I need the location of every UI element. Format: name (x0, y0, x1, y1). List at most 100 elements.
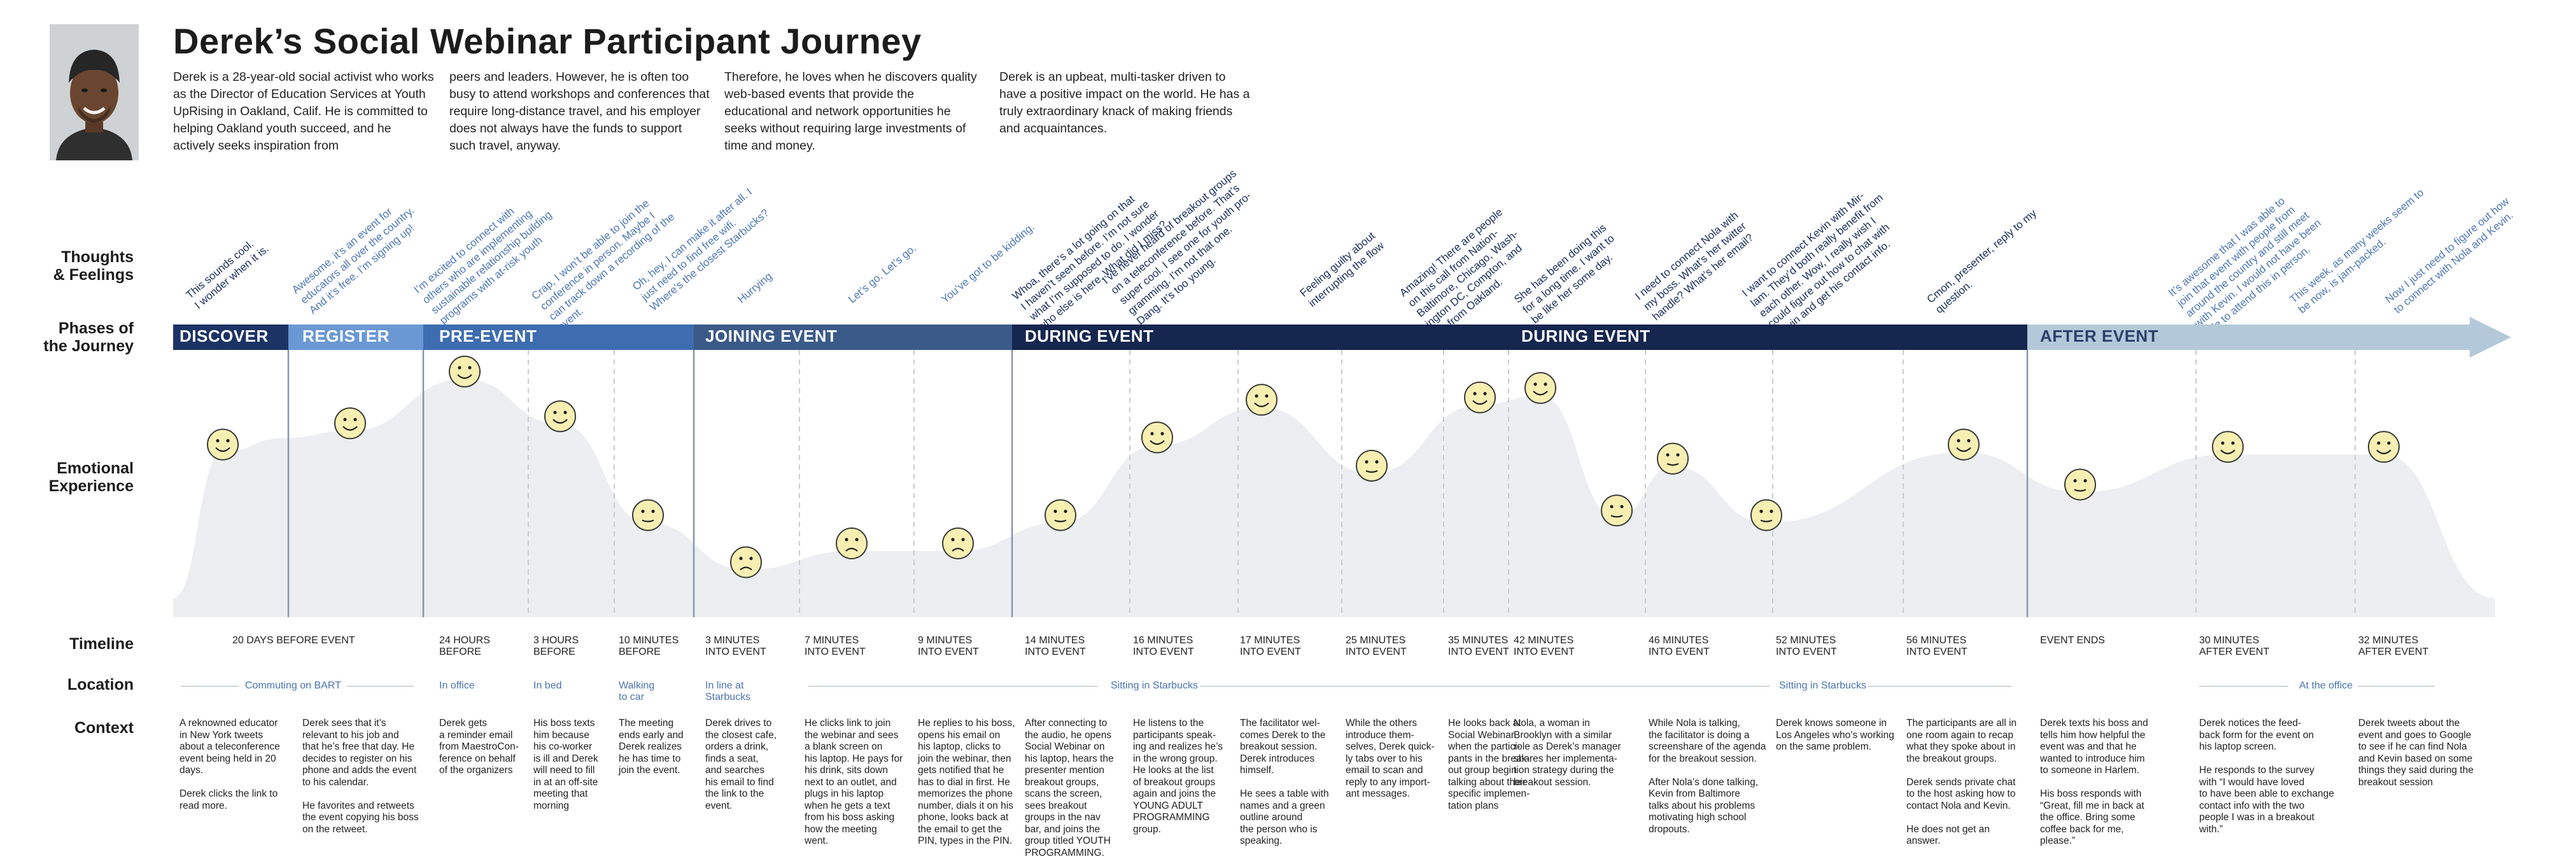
context-item: He replies to his boss, opens his email … (918, 718, 1015, 846)
intro-paragraph-3: Therefore, he loves when he discovers qu… (724, 70, 977, 153)
face-mouth (457, 374, 472, 379)
face-eye (1150, 431, 1154, 436)
timeline-item: 20 DAYS BEFORE EVENT (232, 635, 355, 646)
location-divider (2199, 686, 2288, 687)
emotion-face-icon (730, 546, 762, 578)
face-eye (1620, 505, 1624, 508)
timeline-item: 3 HOURS BEFORE (533, 635, 579, 657)
timeline-item: 16 MINUTES INTO EVENT (1133, 635, 1194, 657)
phase-segment-register (288, 325, 423, 350)
timeline-item: 52 MINUTES INTO EVENT (1776, 635, 1837, 657)
emotion-face-icon (1657, 442, 1689, 475)
face-eye (1759, 510, 1763, 513)
emotion-face-icon (207, 428, 239, 461)
face-eye (1473, 392, 1477, 396)
emotion-face-icon (632, 499, 664, 531)
location-bed: In bed (533, 680, 562, 691)
face-outline (207, 428, 239, 461)
face-eye (1610, 505, 1614, 508)
face-eye (951, 538, 955, 541)
context-item: Nola, a woman in Brooklyn with a similar… (1514, 718, 1621, 788)
location-divider (181, 686, 239, 687)
face-mouth (1150, 440, 1165, 445)
timeline-item: 14 MINUTES INTO EVENT (1025, 635, 1086, 657)
face-mouth (845, 547, 858, 552)
face-outline (1948, 428, 1980, 461)
timeline-item: 9 MINUTES INTO EVENT (918, 635, 979, 657)
face-mouth (1533, 390, 1548, 396)
context-item: He listens to the participants speak- in… (1133, 718, 1223, 835)
timeline-item: 7 MINUTES INTO EVENT (805, 635, 866, 657)
face-eye (2221, 441, 2225, 445)
face-outline (1750, 499, 1782, 531)
face-outline (1045, 499, 1076, 531)
face-mouth (1760, 519, 1773, 522)
context-item: Derek tweets about the event and goes to… (2358, 718, 2474, 788)
face-eye (1676, 453, 1680, 457)
emotion-face-icon (942, 527, 974, 559)
row-label-location: Location (67, 676, 134, 694)
phase-segment-pre-event (423, 325, 694, 350)
face-mouth (952, 547, 964, 552)
context-item: Derek notices the feed- back form for th… (2199, 718, 2335, 835)
intro-paragraph-1: Derek is a 28-year-old social activist w… (173, 70, 434, 153)
emotion-face-icon (2212, 431, 2244, 463)
context-item: Derek drives to the closest cafe, orders… (705, 718, 777, 811)
location-divider (1868, 686, 2011, 687)
face-eye (1544, 382, 1547, 386)
location-divider (1515, 686, 1770, 687)
context-item: Derek texts his boss and tells him how h… (2040, 718, 2148, 846)
intro-paragraph-2: peers and leaders. However, he is often … (449, 70, 710, 153)
emotion-face-icon (836, 527, 868, 559)
timeline-item: 46 MINUTES INTO EVENT (1649, 635, 1710, 657)
phase-during-event-1: DURING EVENT (1025, 326, 1154, 346)
face-eye (2377, 441, 2381, 445)
face-eye (739, 557, 743, 561)
face-mouth (2220, 449, 2235, 454)
emotion-face-icon (1524, 372, 1556, 404)
face-eye (343, 417, 347, 421)
emotion-face-icon (1356, 449, 1388, 482)
face-eye (1967, 439, 1971, 443)
face-eye (226, 439, 230, 443)
row-label-emotional: Emotional Experience (48, 459, 134, 495)
face-eye (216, 439, 220, 443)
face-outline (1601, 494, 1633, 527)
face-eye (749, 557, 753, 561)
location-starbucks-1: Sitting in Starbucks (1111, 680, 1198, 691)
page-title: Derek’s Social Webinar Participant Journ… (173, 21, 922, 61)
emotion-faces (207, 355, 2400, 578)
face-eye (651, 510, 655, 513)
timeline-item: 32 MINUTES AFTER EVENT (2358, 635, 2429, 657)
emotion-face-icon (1601, 494, 1633, 527)
face-outline (334, 407, 366, 440)
face-outline (1246, 384, 1277, 416)
face-mouth (642, 519, 654, 522)
face-mouth (1610, 515, 1623, 518)
phase-segment-after-arrow (2027, 317, 2511, 358)
emotion-face-icon (1246, 384, 1277, 416)
face-mouth (215, 447, 230, 452)
emotion-face-icon (334, 407, 366, 440)
context-item: The participants are all in one room aga… (1906, 718, 2017, 846)
phase-segment-during (1012, 325, 2027, 350)
face-eye (2083, 478, 2087, 483)
row-label-context: Context (74, 719, 134, 737)
face-eye (1483, 392, 1487, 396)
face-eye (353, 417, 357, 421)
timeline-item: 10 MINUTES BEFORE (619, 635, 679, 657)
face-mouth (1956, 447, 1971, 452)
face-eye (1064, 510, 1067, 513)
portrait-image (50, 24, 139, 160)
timeline-item: 42 MINUTES INTO EVENT (1514, 635, 1575, 657)
face-mouth (553, 419, 568, 424)
face-outline (1524, 372, 1556, 404)
face-mouth (2074, 489, 2087, 492)
phase-bar (173, 317, 2511, 358)
location-line-starbucks: In line at Starbucks (705, 680, 751, 702)
emotion-face-icon (544, 400, 576, 433)
face-outline (544, 400, 576, 433)
face-outline (2368, 431, 2400, 463)
face-eye (1533, 382, 1537, 386)
timeline-item: 17 MINUTES INTO EVENT (1240, 635, 1301, 657)
